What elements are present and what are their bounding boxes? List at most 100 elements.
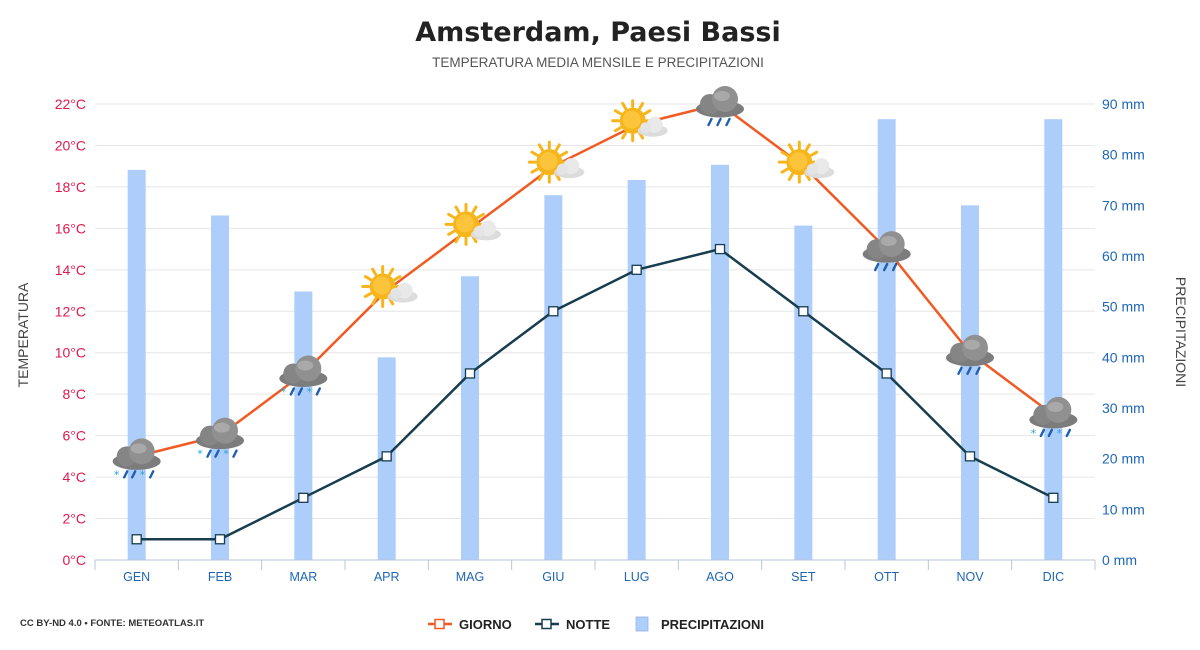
snowflake: *	[1031, 427, 1037, 440]
cloud-highlight	[714, 91, 730, 101]
sun-ray	[787, 172, 794, 182]
sun-cloud-icon	[444, 202, 501, 246]
notte-point[interactable]	[298, 492, 309, 503]
x-tick-label: AGO	[706, 570, 734, 584]
x-tick-label: GEN	[123, 570, 150, 584]
precipitation-bar[interactable]	[544, 195, 563, 560]
small-cloud	[387, 282, 418, 303]
notte-point[interactable]	[131, 534, 142, 545]
y-tick-left: 6°C	[63, 428, 87, 444]
x-tick-label: DIC	[1043, 570, 1065, 584]
cloud-snow-rain-icon: * *	[196, 417, 244, 461]
notte-point[interactable]	[798, 306, 809, 317]
temperature-lines	[136, 102, 1055, 541]
sun	[777, 140, 821, 184]
precipitation-bar[interactable]	[211, 215, 229, 560]
precipitation-bar[interactable]	[1044, 119, 1063, 560]
legend: GIORNO NOTTE PRECIPITAZIONI	[428, 616, 764, 632]
legend-item-giorno[interactable]: GIORNO	[428, 617, 512, 632]
cloud-puff	[556, 163, 568, 175]
cloud	[946, 334, 994, 367]
sun-ray	[780, 150, 789, 157]
sun	[611, 99, 655, 143]
y-tick-right: 50 mm	[1102, 299, 1145, 315]
precipitation-bar[interactable]	[794, 225, 813, 560]
notte-point[interactable]	[631, 264, 642, 275]
notte-point[interactable]	[214, 534, 226, 545]
snowflake: *	[281, 385, 287, 398]
small-cloud	[637, 116, 668, 137]
sun-ray	[447, 212, 456, 219]
rain-drop	[1039, 428, 1046, 438]
precipitation-bar[interactable]	[711, 164, 729, 561]
cloud-highlight	[130, 443, 147, 454]
y-tick-left: 20°C	[55, 137, 86, 153]
sun-ray	[643, 109, 652, 116]
legend-item-precipitazioni[interactable]: PRECIPITAZIONI	[635, 616, 764, 632]
cloud	[196, 417, 244, 450]
rain-drop	[122, 470, 129, 479]
precipitation-bar[interactable]	[294, 291, 313, 560]
rain-drop	[975, 366, 981, 375]
legend-label-giorno: GIORNO	[459, 617, 512, 632]
sun-ray	[537, 143, 544, 152]
rain-drop	[148, 470, 155, 479]
credit-text: CC BY-ND 4.0 • FONTE: METEOATLAS.IT	[20, 618, 204, 629]
snowflake: *	[114, 468, 120, 481]
rain-drop	[882, 262, 889, 272]
precipitation-bar[interactable]	[127, 169, 146, 560]
y-tick-left: 4°C	[63, 469, 87, 485]
notte-point[interactable]	[381, 451, 392, 462]
y-tick-right: 80 mm	[1102, 147, 1145, 163]
snowflake: *	[307, 385, 313, 398]
precipitation-bar[interactable]	[627, 180, 646, 560]
notte-point[interactable]	[1048, 492, 1059, 503]
cloud-snow-rain-icon: * *	[279, 355, 328, 398]
x-tick-label: APR	[374, 570, 400, 584]
sun-ray	[809, 150, 819, 157]
legend-marker-notte	[541, 618, 552, 630]
notte-point[interactable]	[964, 451, 976, 462]
sun-ray	[471, 205, 478, 214]
sun-ray	[537, 172, 544, 182]
small-cloud	[804, 158, 835, 179]
y-tick-right: 40 mm	[1102, 349, 1145, 365]
chart-subtitle: TEMPERATURA MEDIA MENSILE E PRECIPITAZIO…	[432, 55, 764, 70]
sun-ray	[530, 167, 539, 174]
y-tick-left: 8°C	[63, 386, 87, 402]
legend-item-notte[interactable]: NOTTE	[535, 617, 610, 632]
rain-drop	[232, 449, 238, 458]
notte-point[interactable]	[548, 306, 559, 317]
y-axis-right-title: PRECIPITAZIONI	[1173, 277, 1189, 387]
sun-ray	[621, 131, 628, 140]
precipitation-bar[interactable]	[961, 205, 979, 561]
x-tick-label: OTT	[874, 570, 899, 584]
sun-ray	[613, 126, 623, 133]
cloud	[862, 231, 911, 263]
precipitation-bar[interactable]	[461, 276, 479, 560]
x-tick-label: NOV	[956, 570, 984, 584]
rain-drop	[873, 262, 880, 272]
x-tick-label: LUG	[624, 570, 650, 584]
sun-ray	[454, 205, 461, 214]
rain-drop	[891, 262, 898, 272]
sun-core	[539, 152, 558, 171]
notte-point[interactable]	[714, 243, 726, 255]
notte-point[interactable]	[881, 368, 892, 379]
rain-drop	[716, 117, 722, 127]
cloud-puff	[640, 122, 652, 134]
rain-drop	[966, 366, 972, 375]
sun-ray	[559, 150, 569, 157]
sun-cloud-icon	[611, 99, 668, 143]
y-tick-right: 0 mm	[1102, 552, 1137, 568]
sun-ray	[638, 101, 645, 111]
precipitation-bar[interactable]	[877, 119, 896, 560]
sun-ray	[613, 109, 623, 116]
notte-point[interactable]	[464, 368, 476, 379]
notte-line	[136, 247, 1054, 541]
snowflake: *	[140, 468, 146, 481]
precipitation-bars	[127, 119, 1063, 561]
legend-label-precipitazioni: PRECIPITAZIONI	[661, 617, 764, 632]
rain-drop	[315, 387, 322, 396]
